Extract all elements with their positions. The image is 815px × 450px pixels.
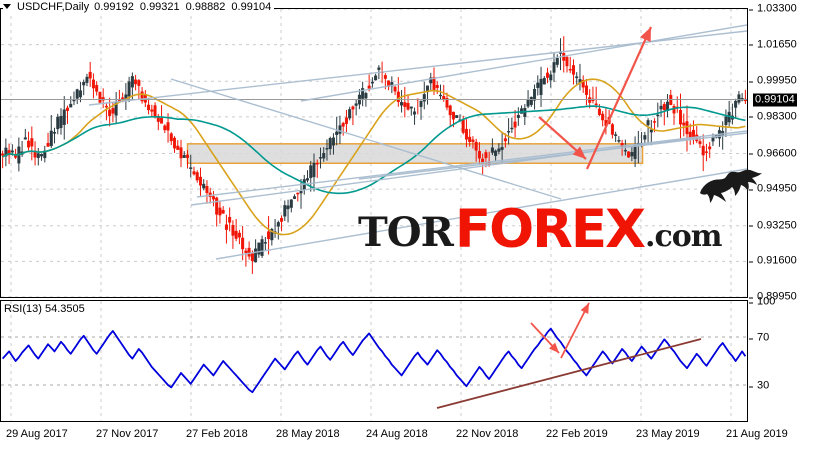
price-axis-tick: 0.99950: [749, 75, 797, 87]
price-axis-tick: 0.91600: [749, 255, 797, 267]
price-axis-tick: 1.03300: [749, 3, 797, 15]
price-chart-svg: [1, 9, 747, 297]
price-axis-tick: 0.89950: [749, 291, 797, 303]
symbol-name: USDCHF,Daily: [17, 0, 90, 13]
trendline: [215, 168, 747, 260]
ohlc-open: 0.99192: [94, 0, 134, 13]
ohlc-values: 0.99192 0.99321 0.98882 0.99104: [94, 1, 271, 13]
rsi-plot-area: [1, 301, 747, 421]
rsi-panel[interactable]: [0, 300, 748, 422]
rsi-axis-tick: 70: [749, 332, 769, 344]
price-axis[interactable]: 1.03300 1.01650 0.99950 0.98300 0.96600 0.949…: [749, 3, 815, 302]
ohlc-high: 0.99321: [139, 0, 180, 13]
trendline: [300, 24, 747, 102]
rsi-chart-svg: [1, 301, 747, 421]
date-axis-tick: 23 May 2019: [636, 428, 700, 440]
date-axis-tick: 27 Nov 2017: [96, 428, 159, 440]
ohlc-low: 0.98882: [185, 0, 226, 13]
rsi-axis-tick: 30: [749, 380, 769, 392]
date-axis-tick: 28 May 2018: [276, 428, 340, 440]
date-axis-tick: 27 Feb 2018: [186, 428, 248, 440]
forecast-arrow: [538, 26, 653, 170]
rsi-axis[interactable]: 100 70 30: [749, 296, 815, 422]
trendline: [170, 78, 562, 200]
current-price-label: 0.99104: [753, 93, 797, 107]
date-axis-tick: 22 Feb 2019: [546, 428, 608, 440]
date-axis-tick: 29 Aug 2017: [6, 428, 68, 440]
price-axis-tick: 0.96600: [749, 148, 797, 159]
ohlc-close: 0.99104: [231, 0, 272, 13]
symbol-header: USDCHF,Daily 0.99192 0.99321 0.98882 0.9…: [3, 0, 275, 13]
rsi-forecast-arrow: [530, 302, 590, 359]
trendline: [358, 132, 747, 180]
rsi-axis-tick: 100: [749, 296, 775, 308]
price-plot-area: [1, 9, 747, 297]
date-axis-tick: 24 Aug 2018: [366, 428, 428, 440]
price-axis-tick: 0.94950: [749, 183, 797, 195]
date-axis-tick: 21 Aug 2019: [726, 428, 788, 440]
price-axis-tick: 0.98300: [749, 111, 797, 122]
price-axis-tick: 1.01650: [749, 39, 797, 50]
price-panel[interactable]: [0, 8, 748, 298]
date-axis-tick: 22 Nov 2018: [456, 428, 519, 440]
rsi-indicator-label: RSI(13) 54.3505: [4, 303, 85, 315]
rsi-trendline: [436, 338, 702, 409]
date-axis[interactable]: 29 Aug 2017 27 Nov 2017 27 Feb 2018 28 May …: [0, 424, 788, 450]
trendline: [196, 130, 747, 198]
chevron-down-icon[interactable]: [3, 4, 11, 9]
price-axis-tick: 0.93250: [749, 220, 797, 231]
rsi-line: [1, 327, 747, 394]
